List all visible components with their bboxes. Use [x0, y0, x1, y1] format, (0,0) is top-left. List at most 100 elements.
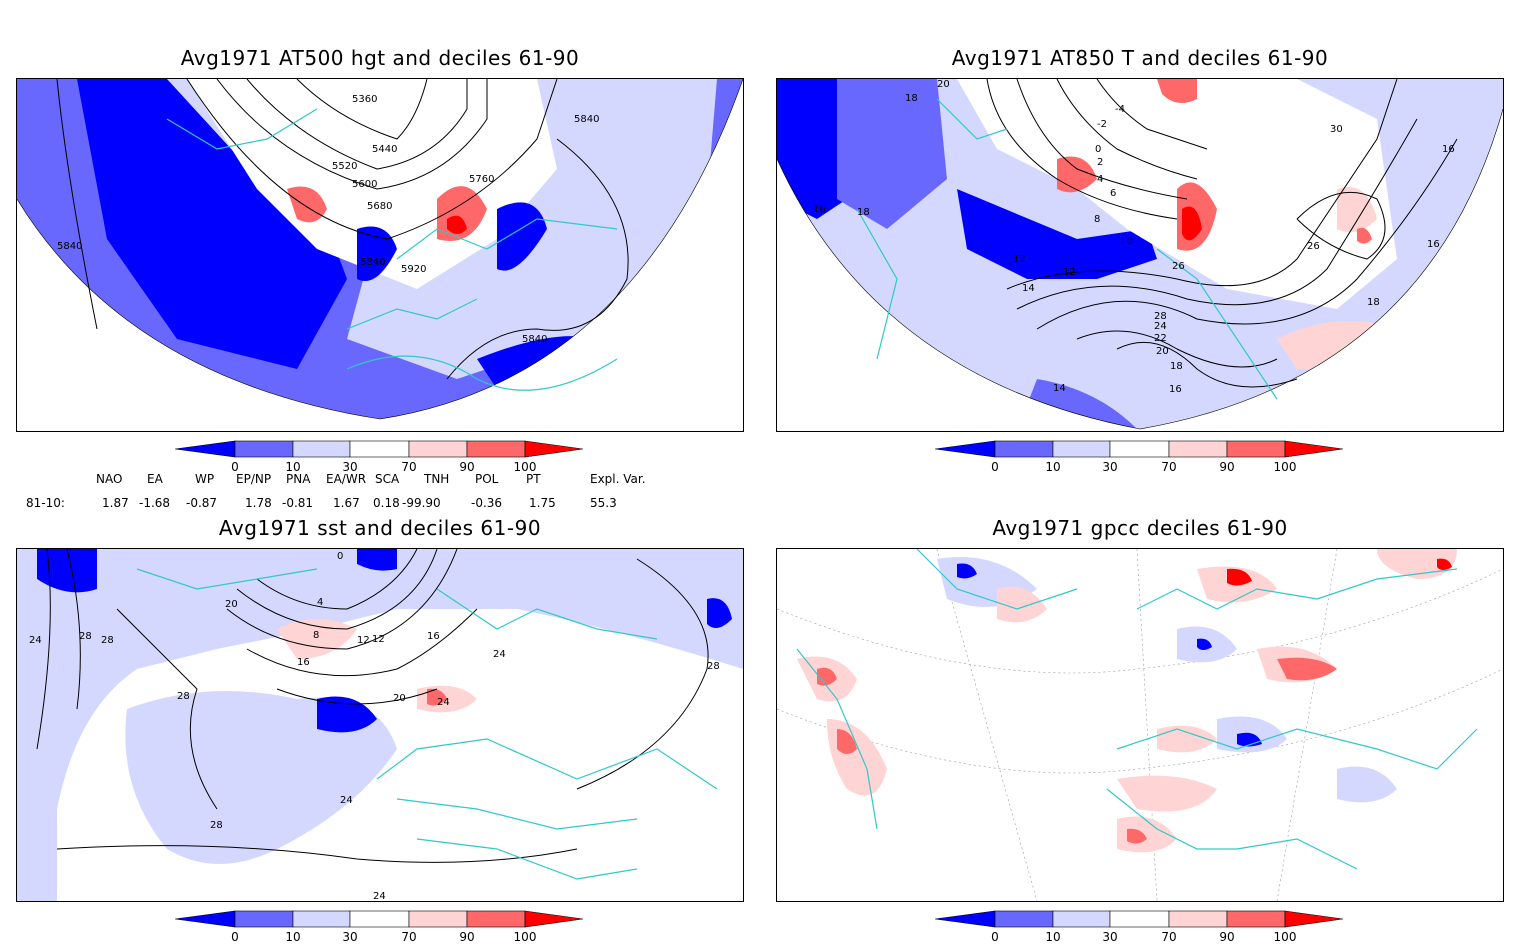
colorbar-tick-label: 90	[1219, 460, 1235, 474]
map-at850: 20 18 -4 -2 0 2 4 6 8 10 12 12 14 16 18 …	[776, 78, 1504, 432]
contour-label: 5360	[352, 94, 377, 105]
contour-label: 24	[1154, 321, 1167, 332]
colorbar-tick-label: 10	[1045, 930, 1061, 944]
contour-label: 10	[1120, 236, 1133, 247]
contour-label: 24	[493, 649, 506, 660]
contour-label: 5840	[574, 114, 599, 125]
index-header: PNA	[286, 472, 311, 486]
colorbar-sst: 0 10 30 70 90 100	[174, 910, 595, 950]
colorbar-tick-label: 70	[1161, 930, 1177, 944]
index-value: -1.68	[139, 496, 171, 510]
colorbar-segment	[1109, 440, 1170, 458]
map-gpcc	[776, 548, 1504, 902]
colorbar-tick-label: 100	[1273, 460, 1297, 474]
contour-label: 20	[393, 693, 406, 704]
contour-label: 5600	[352, 179, 377, 190]
colorbar-tick-label: 30	[1102, 460, 1118, 474]
contour-label: 12	[1063, 267, 1076, 278]
contour-label: 26	[1172, 261, 1185, 272]
colorbar-segment	[292, 440, 351, 458]
contour-label: 5760	[469, 174, 494, 185]
colorbar-tick-label: 30	[342, 460, 358, 474]
contour-label: 26	[1307, 241, 1320, 252]
colorbar-tick-label: 100	[513, 930, 537, 944]
colorbar-tick-label: 10	[1045, 460, 1061, 474]
colorbar-segment	[1052, 440, 1111, 458]
colorbar-tick-label: 90	[459, 930, 475, 944]
contour-label: 28	[210, 820, 223, 831]
colorbar-segment	[1168, 440, 1228, 458]
colorbar-segment	[524, 910, 584, 928]
contour-label: 8	[1094, 214, 1100, 225]
colorbar-tick-label: 90	[459, 460, 475, 474]
colorbar-tick-label: 70	[1161, 460, 1177, 474]
colorbar-segment	[1109, 910, 1170, 928]
colorbar-tick-label: 0	[991, 460, 999, 474]
colorbar-tick-label: 10	[285, 930, 301, 944]
colorbar-segment	[174, 910, 236, 928]
colorbar-tick-label: 0	[231, 930, 239, 944]
map-at500: 5360 5440 5520 5600 5680 5760 5840 5920 …	[16, 78, 744, 432]
map-sst: 24 28 28 28 20 16 12 8 4 0 24 20 24 28 2…	[16, 548, 744, 902]
index-value: 55.3	[590, 496, 617, 510]
contour-label: 14	[1022, 283, 1035, 294]
contour-label: 20	[225, 599, 238, 610]
contour-label: 5840	[522, 334, 547, 345]
contour-label: 5840	[360, 257, 385, 268]
contour-label: 24	[29, 635, 42, 646]
colorbar-segment	[408, 440, 468, 458]
contour-label: 22	[1154, 333, 1167, 344]
contour-label: 6	[1110, 188, 1116, 199]
index-value: -0.81	[282, 496, 314, 510]
index-value: 1.78	[245, 496, 272, 510]
colorbar-segment	[1284, 440, 1344, 458]
colorbar-segment	[1284, 910, 1344, 928]
colorbar-tick-label: 70	[401, 930, 417, 944]
index-value: 1.87	[102, 496, 129, 510]
colorbar-segment	[994, 440, 1054, 458]
index-header: TNH	[424, 472, 450, 486]
index-row-label: 81-10:	[26, 496, 65, 510]
contour-label: 28	[79, 631, 92, 642]
contour-label: 5680	[367, 201, 392, 212]
index-header: EP/NP	[236, 472, 272, 486]
contour-label: 5840	[57, 241, 82, 252]
colorbar-tick-label: 100	[1273, 930, 1297, 944]
contour-label: 16	[1427, 239, 1440, 250]
contour-label: 12	[357, 635, 370, 646]
contour-label: 28	[101, 635, 114, 646]
panel-title-sst: Avg1971 sst and deciles 61-90	[218, 516, 542, 540]
index-value: -0.36	[471, 496, 503, 510]
contour-label: 18	[1170, 361, 1183, 372]
contour-label: 16	[813, 204, 826, 215]
colorbar-segment	[934, 440, 996, 458]
panel-title-at850: Avg1971 AT850 T and deciles 61-90	[951, 46, 1329, 70]
contour-label: 20	[937, 79, 950, 90]
contour-label: 28	[177, 691, 190, 702]
index-header: WP	[195, 472, 215, 486]
colorbar-tick-label: 0	[231, 460, 239, 474]
index-header: NAO	[96, 472, 123, 486]
contour-label: 8	[313, 630, 319, 641]
colorbar-segment	[466, 910, 526, 928]
contour-label: -4	[1115, 104, 1125, 115]
colorbar-tick-label: 0	[991, 930, 999, 944]
colorbar-segment	[1226, 440, 1286, 458]
colorbar-segment	[234, 440, 294, 458]
index-value: 1.75	[529, 496, 556, 510]
contour-label: 5440	[372, 144, 397, 155]
contour-label: 16	[427, 631, 440, 642]
contour-label: 20	[1156, 346, 1169, 357]
colorbar-segment	[349, 440, 410, 458]
colorbar-segment	[1052, 910, 1111, 928]
colorbar-tick-label: 70	[401, 460, 417, 474]
colorbar-segment	[292, 910, 351, 928]
contour-label: 16	[297, 657, 310, 668]
colorbar-at500: 0 10 30 70 90 100	[174, 440, 595, 480]
index-value: 1.67	[333, 496, 360, 510]
index-header: SCA	[375, 472, 400, 486]
colorbar-gpcc: 0 10 30 70 90 100	[934, 910, 1355, 950]
panel-title-gpcc: Avg1971 gpcc deciles 61-90	[992, 516, 1288, 540]
colorbar-at850: 0 10 30 70 90 100	[934, 440, 1355, 480]
colorbar-segment	[1226, 910, 1286, 928]
